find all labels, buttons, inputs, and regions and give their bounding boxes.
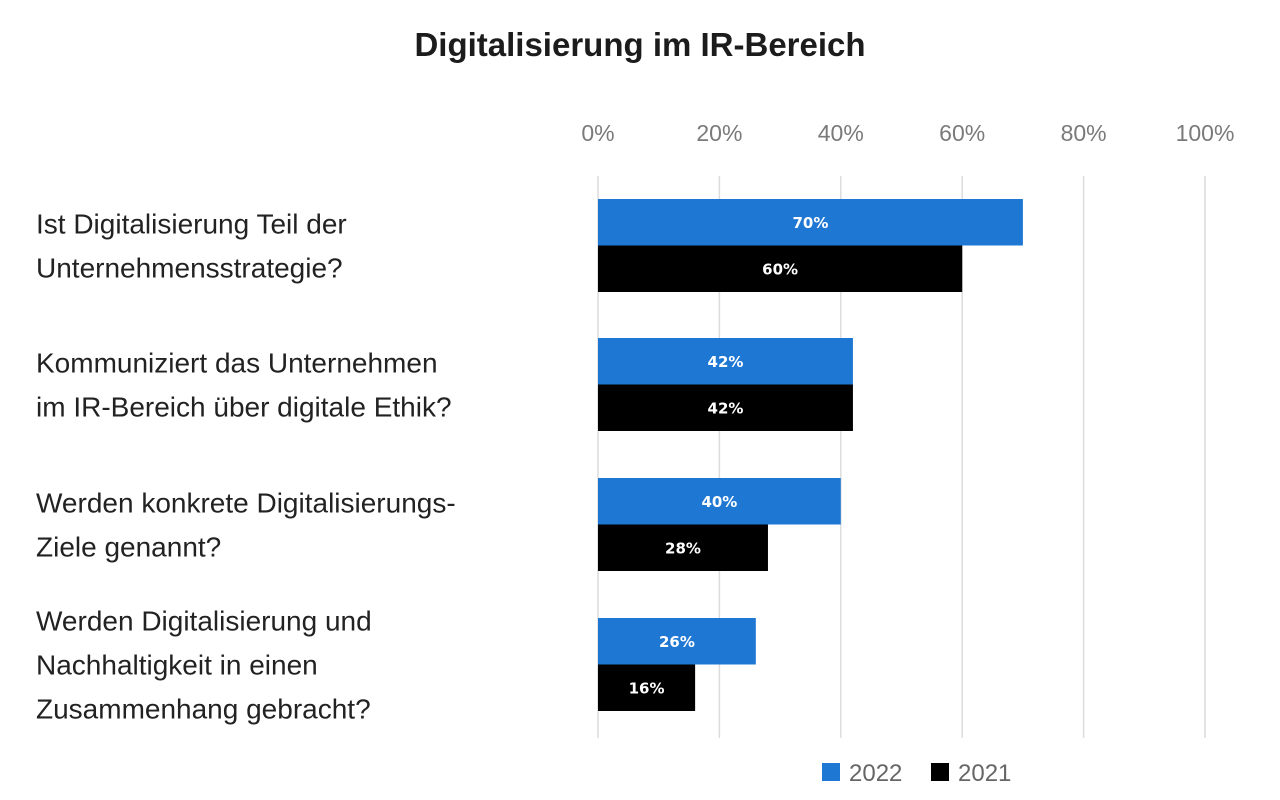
bar-2021: [598, 384, 853, 431]
legend-swatch-2022: [822, 763, 840, 781]
bar-2021: [598, 664, 696, 711]
x-tick-label: 40%: [818, 120, 864, 146]
bar-value-label: 60%: [762, 260, 798, 278]
bar-value-label: 42%: [708, 399, 744, 417]
bar-value-label: 42%: [708, 353, 744, 371]
bar-2022: [598, 478, 841, 525]
chart-title: Digitalisierung im IR-Bereich: [414, 26, 866, 63]
x-tick-label: 60%: [939, 120, 985, 146]
bar-2022: [598, 338, 853, 385]
category-label: Ist Digitalisierung Teil der Unternehmens…: [36, 209, 347, 284]
bar-2022: [598, 618, 756, 665]
legend-label: 2021: [958, 760, 1011, 787]
category-label: Kommuniziert das Unternehmen im IR-Bereic…: [36, 348, 452, 423]
x-tick-label: 100%: [1176, 120, 1235, 146]
x-tick-label: 0%: [581, 120, 614, 146]
category-label: Werden konkrete Digitalisierungs-Ziele g…: [36, 488, 456, 563]
bar-value-label: 28%: [665, 539, 701, 557]
legend-label: 2022: [849, 760, 902, 787]
x-tick-label: 20%: [696, 120, 742, 146]
bar-value-label: 70%: [792, 214, 828, 232]
bar-2021: [598, 524, 768, 571]
legend-swatch-2021: [931, 763, 949, 781]
bar-2022: [598, 199, 1023, 246]
bar-value-label: 40%: [701, 493, 737, 511]
category-label: Werden Digitalisierung und Nachhaltigkeit…: [36, 606, 372, 725]
bar-value-label: 26%: [659, 633, 695, 651]
bar-value-label: 16%: [629, 679, 665, 697]
x-tick-label: 80%: [1061, 120, 1107, 146]
bar-2021: [598, 245, 963, 292]
